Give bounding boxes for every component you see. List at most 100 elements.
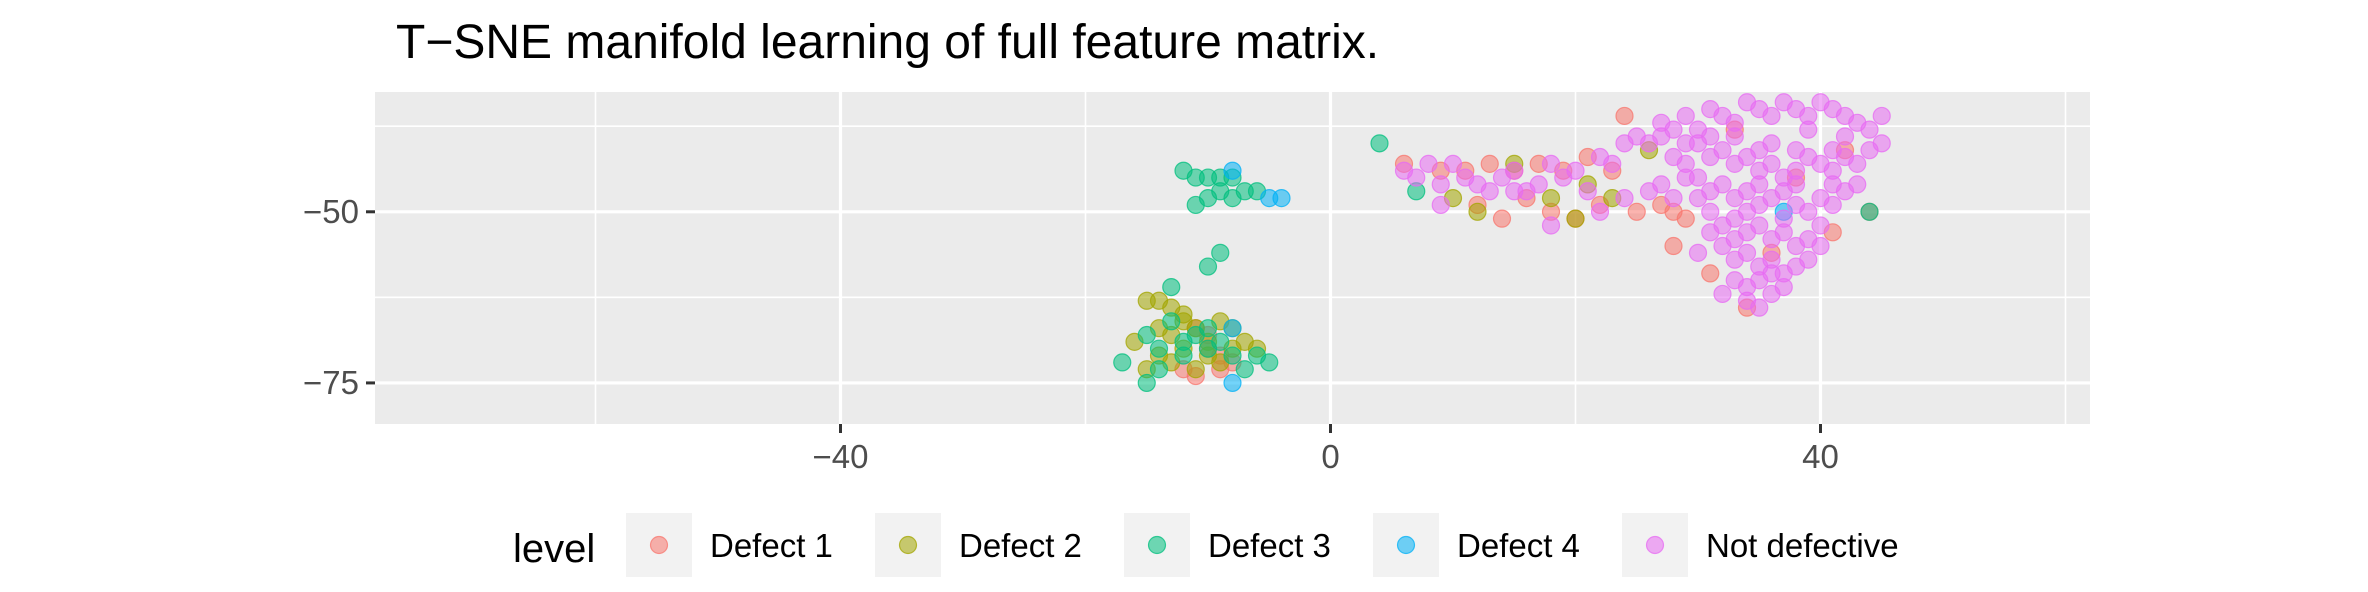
legend: level Defect 1 Defect 2 Defect 3 Defect 4 No… [513, 513, 1899, 577]
point-defect-3 [1174, 346, 1193, 365]
point-not-defective [1872, 106, 1891, 126]
point-defect-1 [1615, 106, 1634, 126]
legend-label-defect-1: Defect 1 [710, 527, 833, 564]
point-not-defective [1688, 243, 1708, 262]
point-defect-2 [1468, 202, 1487, 221]
legend-label-defect-3: Defect 3 [1208, 527, 1331, 564]
point-not-defective [1774, 209, 1793, 228]
point-not-defective [1848, 154, 1867, 173]
point-not-defective [1578, 182, 1597, 201]
legend-label-defect-2: Defect 2 [959, 527, 1082, 564]
point-not-defective [1664, 189, 1683, 208]
point-defect-3 [1370, 134, 1389, 153]
point-not-defective [1737, 243, 1757, 262]
x-tick-label: −40 [813, 438, 869, 475]
point-not-defective [1713, 141, 1732, 160]
point-defect-3 [1860, 202, 1879, 221]
point-defect-3 [1223, 346, 1242, 365]
y-tick-label: −50 [303, 193, 359, 230]
point-defect-3 [1198, 319, 1218, 338]
point-not-defective [1762, 264, 1781, 283]
point-defect-1 [1492, 209, 1512, 228]
point-defect-4 [1272, 189, 1291, 208]
point-not-defective [1541, 216, 1561, 235]
point-not-defective [1431, 195, 1450, 215]
legend-marker-defect-1 [649, 535, 669, 555]
point-not-defective [1737, 202, 1757, 221]
point-not-defective [1701, 202, 1720, 221]
point-not-defective [1713, 175, 1732, 194]
point-not-defective [1407, 168, 1426, 187]
point-defect-4 [1223, 373, 1242, 393]
point-not-defective [1725, 127, 1744, 146]
point-defect-3 [1149, 339, 1169, 358]
point-not-defective [1615, 189, 1634, 208]
point-not-defective [1786, 141, 1806, 160]
point-defect-1 [1664, 236, 1683, 256]
point-not-defective [1823, 195, 1842, 215]
x-tick-label: 0 [1321, 438, 1339, 475]
data-points [1113, 93, 1891, 393]
point-defect-3 [1162, 277, 1181, 297]
point-defect-1 [1627, 202, 1646, 221]
point-not-defective [1799, 120, 1818, 139]
point-not-defective [1750, 298, 1769, 317]
point-not-defective [1750, 141, 1769, 160]
point-defect-3 [1137, 373, 1156, 393]
point-not-defective [1750, 175, 1769, 194]
point-defect-1 [1701, 264, 1720, 283]
point-defect-2 [1186, 360, 1205, 379]
point-defect-3 [1162, 312, 1181, 331]
chart-title: T−SNE manifold learning of full feature … [396, 16, 1379, 69]
legend-marker-defect-2 [898, 535, 918, 555]
point-not-defective [1676, 106, 1695, 126]
point-not-defective [1725, 230, 1744, 249]
point-defect-4 [1223, 161, 1242, 180]
point-not-defective [1823, 141, 1842, 160]
point-not-defective [1652, 127, 1671, 146]
point-not-defective [1480, 182, 1499, 201]
axes: −40 0 40 −50 −75 [303, 193, 1839, 475]
point-not-defective [1566, 161, 1585, 180]
legend-label-not-defective: Not defective [1706, 527, 1899, 564]
point-defect-3 [1137, 325, 1156, 345]
point-defect-2 [1541, 189, 1561, 208]
point-not-defective [1419, 154, 1438, 173]
point-not-defective [1860, 120, 1879, 139]
point-not-defective [1799, 250, 1818, 269]
point-not-defective [1590, 202, 1610, 221]
point-not-defective [1811, 236, 1830, 256]
legend-marker-defect-3 [1147, 535, 1167, 555]
point-not-defective [1701, 223, 1720, 242]
point-defect-3 [1211, 243, 1230, 262]
point-not-defective [1505, 161, 1524, 180]
point-not-defective [1823, 175, 1842, 194]
point-not-defective [1811, 216, 1830, 235]
point-not-defective [1835, 127, 1855, 146]
point-defect-3 [1235, 360, 1254, 379]
x-tick-label: 40 [1802, 438, 1839, 475]
point-defect-1 [1480, 154, 1499, 173]
point-defect-3 [1113, 353, 1132, 372]
point-not-defective [1688, 189, 1708, 208]
point-defect-2 [1566, 209, 1585, 228]
point-not-defective [1443, 154, 1463, 173]
point-defect-3 [1149, 360, 1169, 379]
point-not-defective [1848, 175, 1867, 194]
point-defect-3 [1186, 195, 1205, 215]
point-not-defective [1529, 175, 1548, 194]
point-not-defective [1713, 284, 1732, 304]
point-not-defective [1676, 168, 1695, 187]
point-not-defective [1541, 154, 1561, 173]
point-not-defective [1701, 127, 1720, 146]
y-tick-label: −75 [303, 364, 359, 401]
legend-label-defect-4: Defect 4 [1457, 527, 1580, 564]
point-not-defective [1652, 175, 1671, 194]
legend-title: level [513, 527, 595, 571]
point-not-defective [1774, 277, 1793, 297]
point-not-defective [1750, 216, 1769, 235]
point-defect-3 [1260, 353, 1279, 372]
legend-marker-not-defective [1645, 535, 1665, 555]
point-not-defective [1872, 134, 1891, 153]
point-defect-3 [1198, 257, 1218, 276]
